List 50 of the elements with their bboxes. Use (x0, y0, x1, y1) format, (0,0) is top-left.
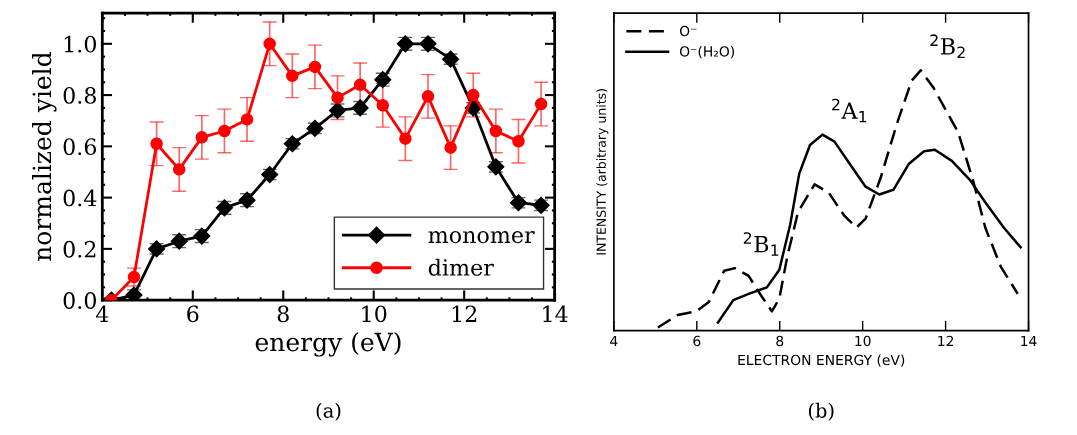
y-tick-label: 0.8 (63, 87, 96, 104)
point (195, 131, 209, 144)
point (263, 37, 276, 51)
x-tick-label: 14 (543, 305, 568, 322)
point (331, 91, 344, 104)
point (376, 99, 390, 112)
point (218, 124, 231, 138)
point (240, 113, 254, 126)
legend-label: O⁻ (679, 25, 697, 37)
point (172, 163, 186, 176)
point (421, 90, 435, 103)
x-tick-label: 12 (452, 305, 477, 322)
y-tick-label: 0.2 (63, 240, 96, 258)
point (489, 124, 503, 138)
x-axis-title: energy (eV) (255, 332, 401, 357)
point (512, 134, 525, 148)
y-tick-label: 0.0 (63, 292, 96, 309)
point (150, 137, 163, 151)
x-tick-label: 6 (693, 335, 701, 347)
x-tick-label: 4 (610, 335, 618, 347)
point (286, 69, 299, 83)
point (125, 286, 143, 301)
y-tick-label: 1.0 (64, 35, 96, 53)
point (308, 60, 322, 74)
x-tick-label: 8 (277, 305, 289, 323)
annotation: $^{2}$B$_{1}$ (743, 232, 779, 256)
point (466, 88, 480, 102)
x-tick-label: 10 (855, 335, 871, 347)
y-tick-label: 0.6 (63, 138, 97, 156)
x-tick-label: 8 (776, 335, 784, 347)
x-tick-label: 12 (938, 335, 954, 347)
point (534, 97, 548, 111)
text: (b) (808, 402, 834, 421)
x-axis-title: ELECTRON ENERGY (eV) (738, 354, 905, 367)
x-tick-label: 14 (1021, 335, 1037, 347)
text: (a) (316, 402, 341, 421)
legend-label: O⁻(H₂O) (679, 45, 735, 59)
point (444, 141, 457, 154)
legend-label: monomer (428, 231, 535, 244)
annotation: $^{2}$A$_{1}$ (832, 98, 867, 123)
y-axis-title: normalized yield (32, 52, 57, 261)
y-axis-title: INTENSITY (arbitrary units) (596, 89, 609, 255)
x-tick-label: 4 (95, 305, 109, 322)
y-tick-label: 0.4 (63, 189, 97, 207)
annotation: $^{2}$B$_{2}$ (930, 34, 965, 59)
x-tick-label: 6 (187, 305, 199, 323)
point (353, 78, 367, 92)
legend-label: dimer (428, 258, 494, 276)
point (399, 132, 412, 145)
x-tick-label: 10 (362, 305, 387, 323)
